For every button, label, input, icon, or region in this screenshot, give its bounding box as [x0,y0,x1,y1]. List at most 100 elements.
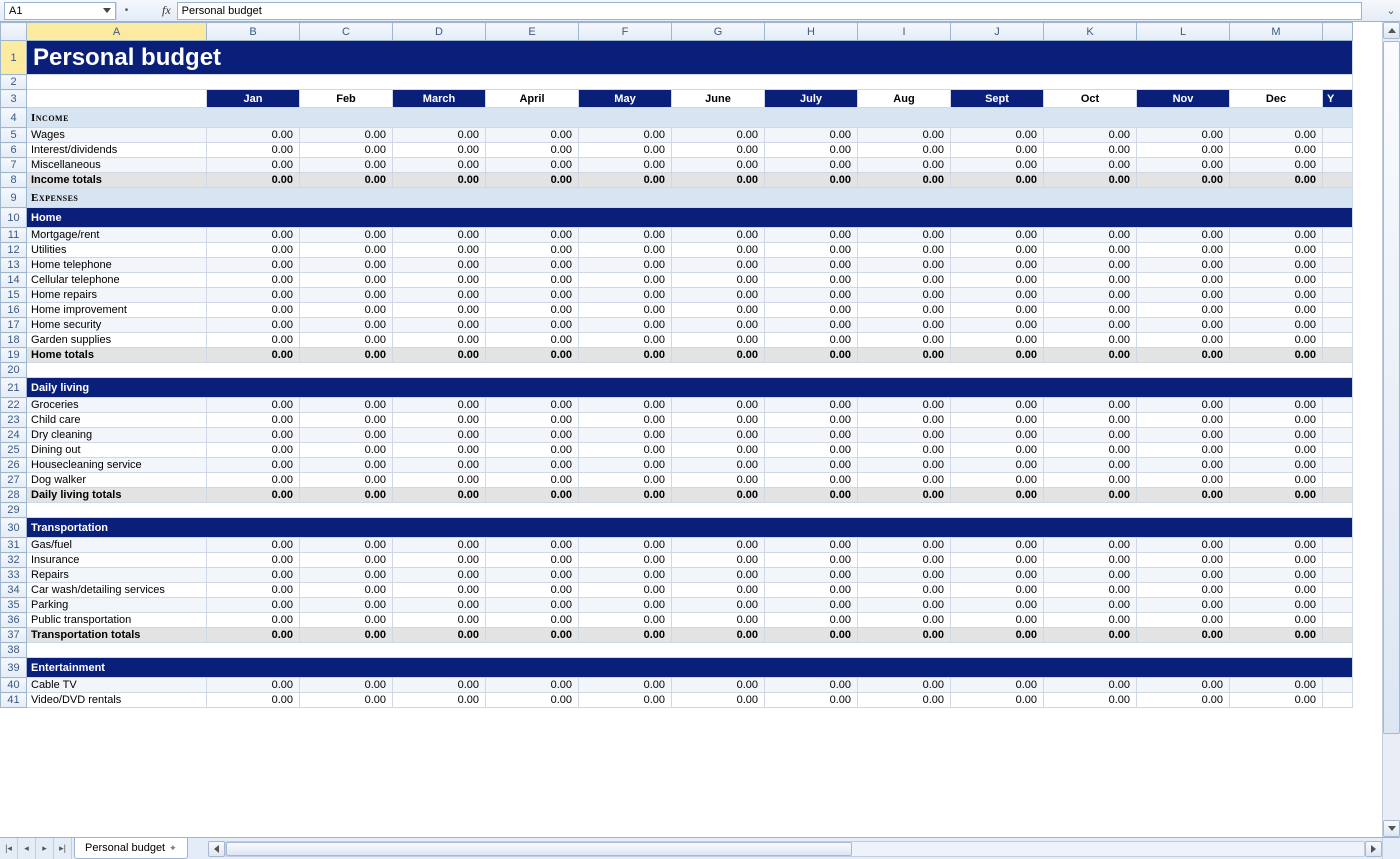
row-header-7[interactable]: 7 [1,158,27,173]
total-cell[interactable]: 0.00 [672,488,765,503]
data-cell[interactable]: 0.00 [579,398,672,413]
overflow-cell[interactable] [1323,443,1353,458]
column-header-M[interactable]: M [1230,23,1323,41]
row-header-8[interactable]: 8 [1,173,27,188]
data-cell[interactable]: 0.00 [672,333,765,348]
data-cell[interactable]: 0.00 [1230,553,1323,568]
row-header-20[interactable]: 20 [1,363,27,378]
data-cell[interactable]: 0.00 [1230,693,1323,708]
total-cell[interactable]: 0.00 [1230,488,1323,503]
total-cell[interactable]: 0.00 [858,173,951,188]
data-cell[interactable]: 0.00 [393,303,486,318]
row-header-26[interactable]: 26 [1,458,27,473]
total-cell[interactable]: 0.00 [579,348,672,363]
row-header-11[interactable]: 11 [1,228,27,243]
total-cell[interactable]: 0.00 [858,488,951,503]
data-cell[interactable]: 0.00 [300,143,393,158]
data-cell[interactable]: 0.00 [858,158,951,173]
data-cell[interactable]: 0.00 [579,303,672,318]
expand-formula-bar-icon[interactable]: ⌄ [1382,4,1400,17]
data-cell[interactable]: 0.00 [1230,258,1323,273]
overflow-cell[interactable] [1323,173,1353,188]
data-cell[interactable]: 0.00 [393,568,486,583]
row-header-27[interactable]: 27 [1,473,27,488]
spreadsheet-grid[interactable]: ABCDEFGHIJKLM1Personal budget23JanFebMar… [0,22,1382,837]
data-cell[interactable]: 0.00 [486,273,579,288]
row-header-19[interactable]: 19 [1,348,27,363]
months-label-cell[interactable] [27,90,207,108]
data-cell[interactable]: 0.00 [765,273,858,288]
overflow-cell[interactable] [1323,398,1353,413]
data-cell[interactable]: 0.00 [300,568,393,583]
row-label[interactable]: Groceries [27,398,207,413]
data-cell[interactable]: 0.00 [672,583,765,598]
select-all-corner[interactable] [1,23,27,41]
data-cell[interactable]: 0.00 [858,613,951,628]
data-cell[interactable]: 0.00 [486,158,579,173]
data-cell[interactable]: 0.00 [393,598,486,613]
month-header-dec[interactable]: Dec [1230,90,1323,108]
row-header-13[interactable]: 13 [1,258,27,273]
data-cell[interactable]: 0.00 [300,598,393,613]
data-cell[interactable]: 0.00 [672,273,765,288]
data-cell[interactable]: 0.00 [207,143,300,158]
data-cell[interactable]: 0.00 [1230,458,1323,473]
data-cell[interactable]: 0.00 [579,553,672,568]
month-header-aug[interactable]: Aug [858,90,951,108]
row-header-18[interactable]: 18 [1,333,27,348]
total-cell[interactable]: 0.00 [486,628,579,643]
data-cell[interactable]: 0.00 [672,693,765,708]
data-cell[interactable]: 0.00 [207,128,300,143]
month-header-feb[interactable]: Feb [300,90,393,108]
data-cell[interactable]: 0.00 [858,693,951,708]
category-header[interactable]: Daily living [27,378,1353,398]
data-cell[interactable]: 0.00 [579,613,672,628]
data-cell[interactable]: 0.00 [579,333,672,348]
data-cell[interactable]: 0.00 [486,598,579,613]
data-cell[interactable]: 0.00 [1137,538,1230,553]
data-cell[interactable]: 0.00 [486,258,579,273]
data-cell[interactable]: 0.00 [1137,568,1230,583]
row-header-22[interactable]: 22 [1,398,27,413]
data-cell[interactable]: 0.00 [1044,613,1137,628]
blank-row[interactable] [27,503,1353,518]
total-cell[interactable]: 0.00 [672,628,765,643]
data-cell[interactable]: 0.00 [579,413,672,428]
data-cell[interactable]: 0.00 [393,273,486,288]
data-cell[interactable]: 0.00 [1044,143,1137,158]
data-cell[interactable]: 0.00 [486,443,579,458]
month-header-may[interactable]: May [579,90,672,108]
data-cell[interactable]: 0.00 [858,443,951,458]
row-header-25[interactable]: 25 [1,443,27,458]
total-cell[interactable]: 0.00 [207,348,300,363]
row-header-14[interactable]: 14 [1,273,27,288]
total-cell[interactable]: 0.00 [1137,628,1230,643]
data-cell[interactable]: 0.00 [1137,258,1230,273]
overflow-cell[interactable] [1323,158,1353,173]
data-cell[interactable]: 0.00 [951,318,1044,333]
data-cell[interactable]: 0.00 [951,598,1044,613]
data-cell[interactable]: 0.00 [486,333,579,348]
data-cell[interactable]: 0.00 [579,568,672,583]
row-header-30[interactable]: 30 [1,518,27,538]
column-header-F[interactable]: F [579,23,672,41]
data-cell[interactable]: 0.00 [951,303,1044,318]
row-header-2[interactable]: 2 [1,75,27,90]
total-cell[interactable]: 0.00 [207,173,300,188]
data-cell[interactable]: 0.00 [1137,678,1230,693]
data-cell[interactable]: 0.00 [765,413,858,428]
data-cell[interactable]: 0.00 [1044,243,1137,258]
data-cell[interactable]: 0.00 [951,458,1044,473]
vertical-scrollbar[interactable] [1382,22,1400,837]
data-cell[interactable]: 0.00 [951,243,1044,258]
row-header-1[interactable]: 1 [1,41,27,75]
overflow-cell[interactable] [1323,128,1353,143]
data-cell[interactable]: 0.00 [486,568,579,583]
data-cell[interactable]: 0.00 [486,613,579,628]
data-cell[interactable]: 0.00 [1044,318,1137,333]
data-cell[interactable]: 0.00 [1044,473,1137,488]
data-cell[interactable]: 0.00 [951,228,1044,243]
data-cell[interactable]: 0.00 [951,128,1044,143]
data-cell[interactable]: 0.00 [672,458,765,473]
name-box[interactable]: A1 [4,2,116,20]
